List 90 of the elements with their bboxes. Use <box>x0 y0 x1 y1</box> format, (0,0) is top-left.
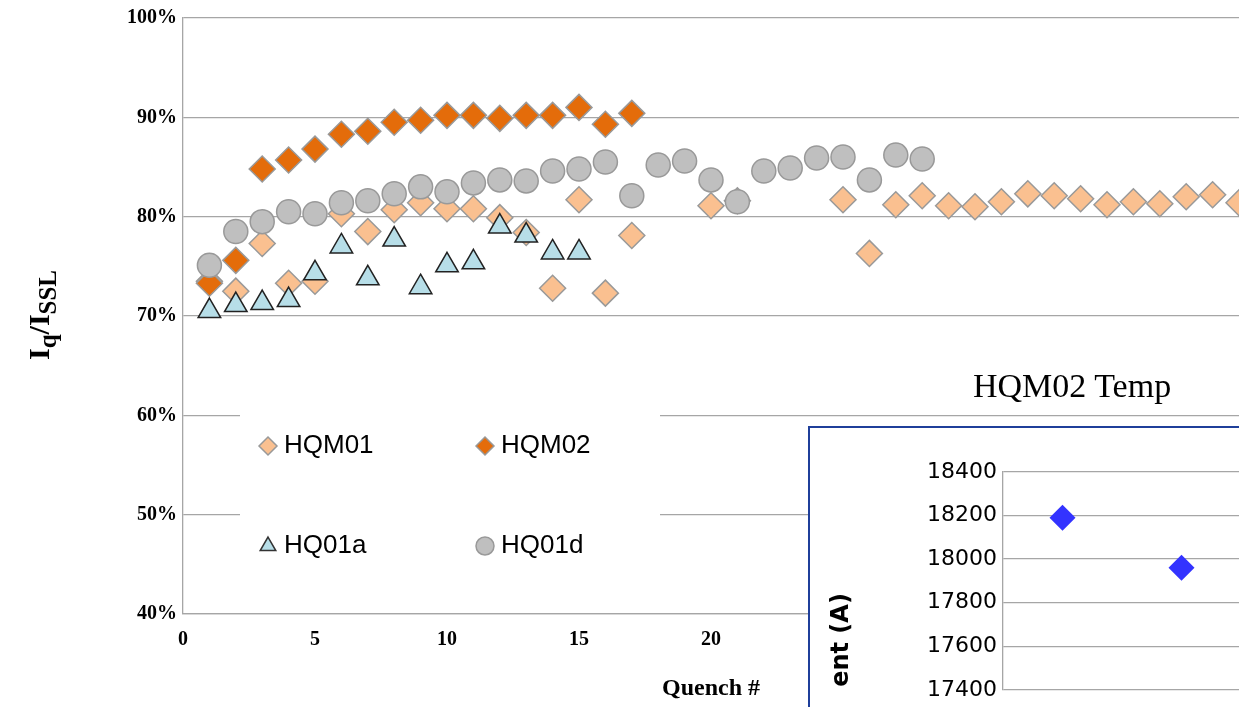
y-tick-label: 17600 <box>927 631 997 657</box>
point <box>565 93 593 122</box>
point <box>697 191 725 220</box>
point <box>1066 185 1095 213</box>
point <box>591 279 620 307</box>
point <box>698 167 724 193</box>
y-tick-label: 100% <box>127 5 177 28</box>
chart-title: HQM02 Temp <box>973 367 1172 404</box>
point <box>908 182 936 210</box>
point <box>645 152 671 178</box>
point <box>274 146 303 174</box>
point <box>619 183 645 209</box>
point <box>618 99 646 128</box>
y-tick-label: 17400 <box>927 675 997 701</box>
point <box>512 101 540 130</box>
point <box>302 200 328 227</box>
point <box>196 252 223 279</box>
point <box>1146 190 1174 218</box>
point <box>934 191 963 220</box>
point <box>538 101 567 130</box>
point <box>803 145 830 171</box>
point <box>883 142 909 168</box>
point <box>830 144 856 170</box>
point <box>328 190 355 216</box>
point <box>909 146 935 172</box>
x-tick-label: 15 <box>569 627 589 650</box>
legend-label: HQ01a <box>284 529 367 560</box>
point <box>406 106 435 135</box>
point <box>1014 180 1042 208</box>
point <box>671 148 698 174</box>
y-tick-label: 18400 <box>927 457 997 483</box>
point <box>1040 182 1068 210</box>
point <box>433 101 461 130</box>
point <box>882 191 910 219</box>
point <box>249 208 275 235</box>
point <box>565 186 593 214</box>
point <box>275 198 302 225</box>
point <box>459 194 488 223</box>
point <box>1198 181 1227 209</box>
point <box>1093 191 1121 219</box>
point <box>777 155 803 181</box>
x-tick-label: 20 <box>701 627 721 650</box>
point <box>459 101 488 130</box>
point <box>487 167 513 193</box>
point <box>354 217 382 246</box>
x-tick-label: 0 <box>178 627 188 650</box>
point <box>618 221 646 250</box>
point <box>486 104 514 133</box>
point <box>248 155 276 183</box>
y-tick-label: 18200 <box>927 501 997 527</box>
y-axis-title: ent (A) <box>826 593 854 687</box>
point <box>591 110 620 139</box>
y-tick-label: 70% <box>137 303 177 326</box>
y-tick-label: 18000 <box>927 544 997 570</box>
point <box>301 135 329 163</box>
point <box>592 149 619 175</box>
x-tick-label: 5 <box>310 627 320 650</box>
point <box>987 188 1016 216</box>
point <box>355 188 381 214</box>
y-tick-label: 17800 <box>927 588 997 614</box>
point <box>434 179 460 205</box>
point <box>856 167 883 193</box>
point <box>460 170 487 196</box>
point <box>538 274 567 302</box>
legend-label: HQM02 <box>501 429 591 460</box>
point <box>380 108 408 137</box>
y-tick-label: 50% <box>137 501 177 524</box>
point <box>223 218 249 245</box>
x-tick-label: 10 <box>437 627 457 650</box>
y-tick-label: 80% <box>137 203 177 226</box>
point <box>327 120 356 148</box>
point <box>222 246 250 275</box>
point <box>1119 188 1148 216</box>
point <box>354 117 382 145</box>
legend-label: HQM01 <box>284 429 374 460</box>
point <box>539 158 566 184</box>
y-tick-label: 90% <box>137 104 177 127</box>
point <box>381 181 407 207</box>
point <box>751 158 777 184</box>
point <box>829 186 857 214</box>
y-tick-label: 40% <box>137 601 177 624</box>
point <box>1172 183 1200 211</box>
x-axis-title: Quench # <box>661 673 761 700</box>
point <box>407 174 434 200</box>
point <box>855 239 884 268</box>
point <box>513 168 539 194</box>
y-tick-label: 60% <box>137 402 177 425</box>
point <box>566 156 592 182</box>
legend-label: HQ01d <box>501 529 584 560</box>
point <box>961 192 989 221</box>
